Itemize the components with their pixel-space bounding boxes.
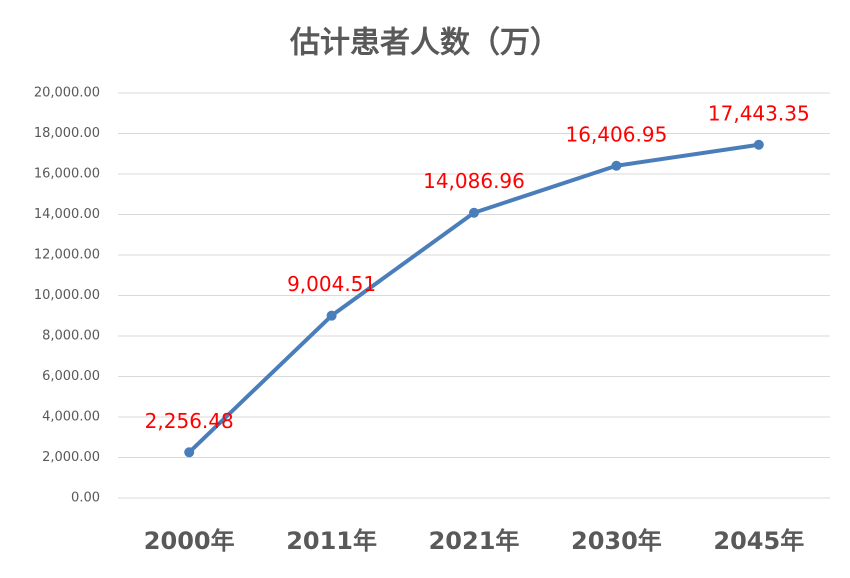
value-label: 16,406.95 bbox=[566, 122, 668, 146]
y-tick-label: 14,000.00 bbox=[34, 207, 100, 222]
y-tick-label: 20,000.00 bbox=[34, 86, 100, 101]
point bbox=[326, 310, 337, 321]
value-label: 17,443.35 bbox=[708, 101, 810, 125]
y-tick-label: 10,000.00 bbox=[34, 288, 100, 303]
y-tick-label: 12,000.00 bbox=[34, 248, 100, 263]
y-tick-label: 18,000.00 bbox=[34, 126, 100, 141]
y-tick-label: 2,000.00 bbox=[42, 450, 100, 465]
y-tick-label: 8,000.00 bbox=[42, 329, 100, 344]
y-tick-label: 0.00 bbox=[71, 491, 100, 506]
x-tick-label: 2030年 bbox=[571, 527, 662, 555]
y-tick-label: 4,000.00 bbox=[42, 410, 100, 425]
chart-title: 估计患者人数（万） bbox=[289, 26, 560, 61]
value-label: 9,004.51 bbox=[287, 272, 376, 296]
point bbox=[753, 139, 764, 150]
y-tick-label: 16,000.00 bbox=[34, 167, 100, 182]
x-tick-label: 2011年 bbox=[286, 527, 377, 555]
point bbox=[611, 160, 622, 171]
x-tick-label: 2000年 bbox=[144, 527, 235, 555]
y-tick-label: 6,000.00 bbox=[42, 369, 100, 384]
value-label: 2,256.48 bbox=[145, 409, 234, 433]
value-label: 14,086.96 bbox=[423, 169, 525, 193]
x-tick-label: 2045年 bbox=[713, 527, 804, 555]
point bbox=[184, 447, 195, 458]
point bbox=[469, 207, 479, 218]
x-tick-label: 2021年 bbox=[429, 527, 520, 555]
